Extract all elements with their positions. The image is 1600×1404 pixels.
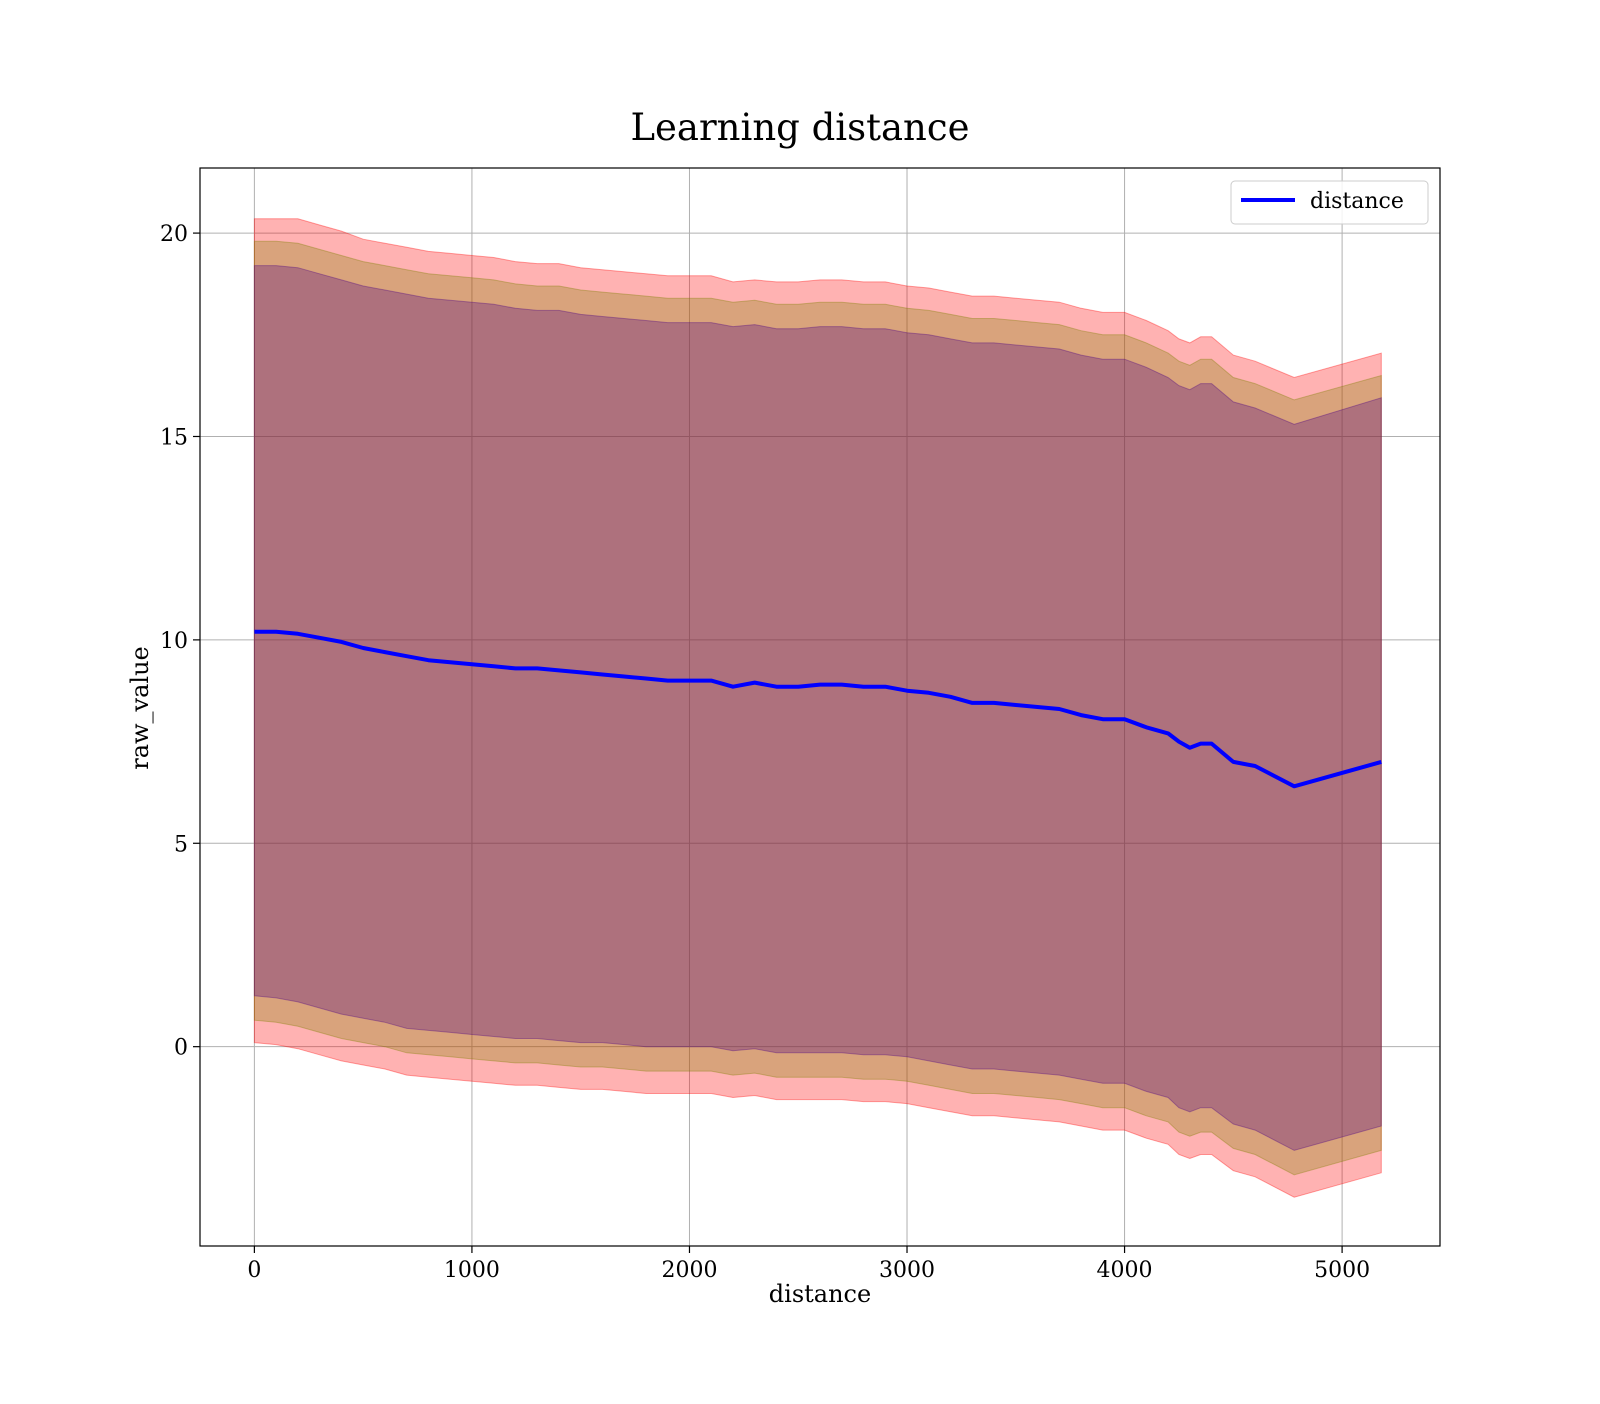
legend: distance	[1230, 180, 1429, 225]
y-tick-label: 20	[160, 222, 188, 247]
confidence-bands	[253, 218, 1382, 1198]
legend-label-distance: distance	[1310, 189, 1404, 214]
x-tick-label: 3000	[879, 1258, 935, 1283]
x-tick-label: 2000	[661, 1258, 717, 1283]
x-axis-label: distance	[769, 1280, 871, 1308]
y-tick-label: 5	[174, 832, 188, 857]
x-axis-ticks: 0 1000 2000 3000 4000 5000	[247, 1246, 1370, 1283]
band-0	[253, 218, 1382, 1198]
legend-box	[1230, 180, 1429, 225]
y-tick-label: 15	[160, 425, 188, 450]
series-line-0	[254, 629, 1382, 789]
band-2	[253, 265, 1382, 1151]
band-1	[253, 240, 1382, 1176]
y-axis-label: raw_value	[126, 646, 154, 770]
plot-area-frame	[199, 167, 1441, 1247]
plot-area-background	[200, 168, 1440, 1246]
x-tick-label: 4000	[1097, 1258, 1153, 1283]
x-tick-label: 1000	[444, 1258, 500, 1283]
y-tick-label: 10	[160, 629, 188, 654]
grid-lines	[200, 168, 1440, 1246]
x-tick-label: 5000	[1314, 1258, 1370, 1283]
chart-title: Learning distance	[630, 106, 969, 149]
series-lines	[254, 629, 1382, 789]
y-tick-label: 0	[174, 1036, 188, 1061]
x-tick-label: 0	[247, 1258, 261, 1283]
y-axis-ticks: 0 5 10 15 20	[160, 222, 200, 1061]
